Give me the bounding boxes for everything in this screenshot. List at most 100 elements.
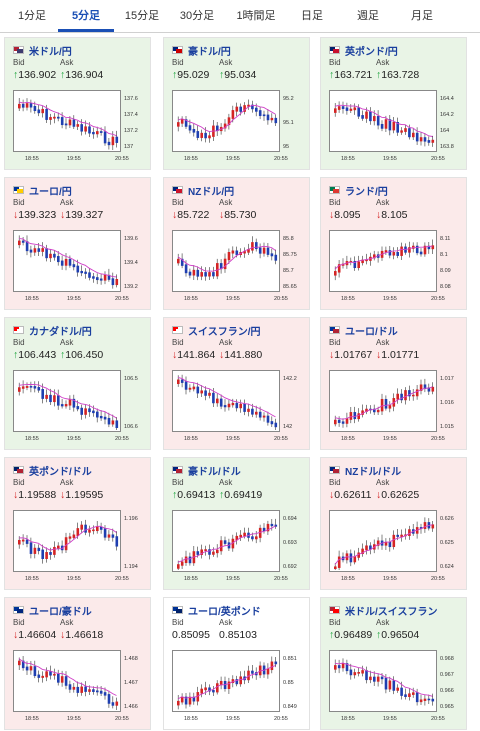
pair-card[interactable]: NZドル/円 Bid Ask ↓85.722 ↓85.730 85.8 85.75 85.7 8… <box>163 177 310 310</box>
pair-card[interactable]: 米ドル/円 Bid Ask ↑136.902 ↑136.904 137.6 137.4 137… <box>4 37 151 170</box>
candle-down <box>57 395 60 406</box>
candle-up <box>68 398 72 406</box>
pair-name[interactable]: 豪ドル/ドル <box>188 467 241 478</box>
mini-candlestick-chart[interactable]: 106.5 106.6 18:55 19:55 20:55 <box>13 370 144 446</box>
moving-average-line <box>177 665 276 700</box>
x-tick-label: 18:55 <box>341 296 355 302</box>
pair-card[interactable]: 豪ドル/ドル Bid Ask ↑0.69413 ↑0.69419 0.694 0.693 0.… <box>163 457 310 590</box>
moving-average-line <box>177 377 276 418</box>
mini-candlestick-chart[interactable]: 0.968 0.967 0.966 0.965 18:55 19:55 20:55 <box>329 650 460 726</box>
candle-up <box>188 696 192 705</box>
pair-name[interactable]: 米ドル/円 <box>29 47 72 58</box>
tab-5[interactable]: 日足 <box>301 10 323 22</box>
bid-label: Bid <box>172 478 184 487</box>
candle-down <box>49 394 52 403</box>
mini-candlestick-chart[interactable]: 1.196 1.194 18:55 19:55 20:55 <box>13 510 144 586</box>
ask-price: 1.01771 <box>381 349 420 361</box>
mini-candlestick-chart[interactable]: 0.694 0.693 0.692 18:55 19:55 20:55 <box>172 510 303 586</box>
pair-card[interactable]: ユーロ/ドル Bid Ask ↓1.01767 ↓1.01771 1.017 1.016 1.… <box>320 317 467 450</box>
pair-name[interactable]: ユーロ/ドル <box>345 327 398 338</box>
candle-up <box>334 108 337 113</box>
pair-name[interactable]: ランド/円 <box>345 187 388 198</box>
candle-up <box>365 545 368 551</box>
ask-label: Ask <box>219 58 233 67</box>
pair-card[interactable]: 豪ドル/円 Bid Ask ↑95.029 ↑95.034 95.2 95.1 95 18:55… <box>163 37 310 170</box>
candle-up <box>111 136 115 146</box>
y-tick-label: 137.4 <box>124 112 138 118</box>
bid-price: 1.19588 <box>18 489 57 501</box>
mini-candlestick-chart[interactable]: 8.11 8.1 8.09 8.08 18:55 19:55 20:55 <box>329 230 460 306</box>
mini-candlestick-chart[interactable]: 0.626 0.625 0.624 18:55 19:55 20:55 <box>329 510 460 586</box>
candle-down <box>188 556 192 564</box>
tab-7[interactable]: 月足 <box>411 10 433 22</box>
candle-down <box>80 270 83 274</box>
pair-name[interactable]: 豪ドル/円 <box>188 47 231 58</box>
x-tick-label: 20:55 <box>115 156 129 162</box>
pair-name[interactable]: NZドル/円 <box>188 187 235 198</box>
pair-name[interactable]: 英ポンド/ドル <box>29 467 92 478</box>
pair-name[interactable]: カナダドル/円 <box>29 327 92 338</box>
pair-name[interactable]: スイスフラン/円 <box>188 327 261 338</box>
tab-1[interactable]: 5分足 <box>58 0 114 32</box>
ask-value: ↓1.46618 <box>60 629 103 641</box>
bid-price: 85.722 <box>177 209 210 221</box>
candle-down <box>274 117 278 124</box>
pair-card[interactable]: ランド/円 Bid Ask ↓8.095 ↓8.105 8.11 8.1 8.09 8.08 18… <box>320 177 467 310</box>
candle-up <box>376 540 380 546</box>
x-tick-label: 19:55 <box>383 156 397 162</box>
mini-candlestick-chart[interactable]: 142.2 142 18:55 19:55 20:55 <box>172 370 303 446</box>
candle-up <box>53 395 56 403</box>
tab-2[interactable]: 15分足 <box>124 10 160 22</box>
pair-card[interactable]: 米ドル/スイスフラン Bid Ask ↑0.96489 ↑0.96504 0.968 0.9… <box>320 597 467 730</box>
pair-name[interactable]: ユーロ/円 <box>29 187 72 198</box>
candle-down <box>270 523 274 527</box>
y-tick-label: 106.5 <box>124 376 138 382</box>
ask-label: Ask <box>60 478 74 487</box>
pair-name[interactable]: ユーロ/豪ドル <box>29 607 92 618</box>
y-tick-label: 1.196 <box>124 516 138 522</box>
pair-card[interactable]: ユーロ/円 Bid Ask ↓139.323 ↓139.327 139.6 139.4 139… <box>4 177 151 310</box>
mini-candlestick-chart[interactable]: 164.4 164.2 164 163.8 18:55 19:55 20:55 <box>329 90 460 166</box>
candle-up <box>419 137 423 142</box>
tab-3[interactable]: 30分足 <box>179 10 215 22</box>
mini-candlestick-chart[interactable]: 137.6 137.4 137.2 137 18:55 19:55 20:55 <box>13 90 144 166</box>
y-tick-label: 164.4 <box>440 96 454 102</box>
candle-down <box>37 248 41 252</box>
y-tick-label: 164 <box>440 128 449 134</box>
pair-card[interactable]: ユーロ/豪ドル Bid Ask ↓1.46604 ↓1.46618 1.468 1.467 1… <box>4 597 151 730</box>
pair-card[interactable]: カナダドル/円 Bid Ask ↑106.443 ↑106.450 106.5 106.6 1… <box>4 317 151 450</box>
pair-name[interactable]: 米ドル/スイスフラン <box>345 607 438 618</box>
pair-card[interactable]: ユーロ/英ポンド Bid Ask 0.85095 0.85103 0.851 0.85 0.8… <box>163 597 310 730</box>
x-tick-label: 20:55 <box>431 296 445 302</box>
pair-card[interactable]: NZドル/ドル Bid Ask ↓0.62611 ↓0.62625 0.626 0.625 0… <box>320 457 467 590</box>
mini-candlestick-chart[interactable]: 85.8 85.75 85.7 85.65 18:55 19:55 20:55 <box>172 230 303 306</box>
candle-down <box>184 264 188 274</box>
candle-down <box>404 694 407 698</box>
mini-candlestick-chart[interactable]: 1.017 1.016 1.015 18:55 19:55 20:55 <box>329 370 460 446</box>
candle-up <box>231 679 235 684</box>
tab-6[interactable]: 週足 <box>357 10 379 22</box>
tab-0[interactable]: 1分足 <box>17 10 47 22</box>
pair-name[interactable]: 英ポンド/円 <box>345 47 398 58</box>
ask-price: 163.728 <box>381 69 420 81</box>
mini-candlestick-chart[interactable]: 95.2 95.1 95 18:55 19:55 20:55 <box>172 90 303 166</box>
candle-up <box>373 254 376 259</box>
mini-candlestick-chart[interactable]: 1.468 1.467 1.466 18:55 19:55 20:55 <box>13 650 144 726</box>
y-tick-label: 85.7 <box>283 268 294 274</box>
arrow-down-icon: ↓ <box>219 349 225 361</box>
pair-name[interactable]: ユーロ/英ポンド <box>188 607 261 618</box>
pair-name[interactable]: NZドル/ドル <box>345 467 402 478</box>
candle-up <box>431 386 435 392</box>
candle-down <box>369 545 372 550</box>
flag-icon <box>329 466 340 474</box>
candle-up <box>96 131 99 135</box>
arrow-up-icon: ↑ <box>329 629 335 641</box>
pair-card[interactable]: 英ポンド/円 Bid Ask ↑163.721 ↑163.728 164.4 164.2 16… <box>320 37 467 170</box>
mini-candlestick-chart[interactable]: 0.851 0.85 0.849 18:55 19:55 20:55 <box>172 650 303 726</box>
tab-4[interactable]: 1時間足 <box>236 10 276 22</box>
pair-card[interactable]: 英ポンド/ドル Bid Ask ↓1.19588 ↓1.19595 1.196 1.194 1… <box>4 457 151 590</box>
candle-up <box>92 529 95 532</box>
pair-card[interactable]: スイスフラン/円 Bid Ask ↓141.864 ↓141.880 142.2 142 18… <box>163 317 310 450</box>
mini-candlestick-chart[interactable]: 139.6 139.4 139.2 18:55 19:55 20:55 <box>13 230 144 306</box>
candle-down <box>80 124 83 132</box>
